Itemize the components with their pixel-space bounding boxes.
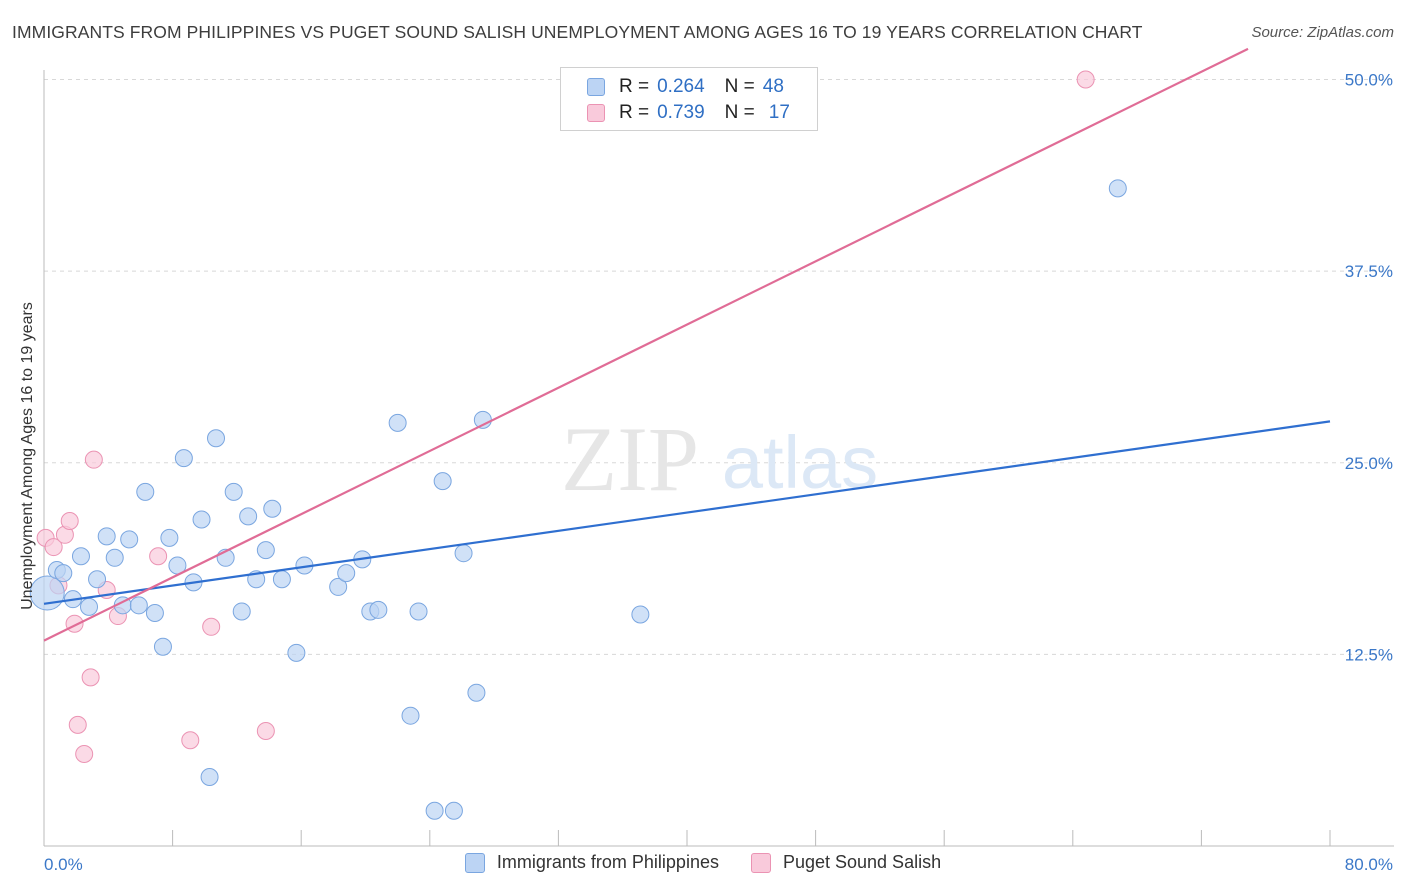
data-point-philippines <box>454 544 473 563</box>
legend-r-label: R = <box>619 76 650 97</box>
legend-label-salish: Puget Sound Salish <box>782 852 942 872</box>
legend-swatch-blue <box>587 78 605 96</box>
data-point-salish <box>44 538 63 557</box>
legend-n-label: N = <box>724 76 755 97</box>
data-point-philippines <box>467 683 486 702</box>
trend-line-philippines <box>43 420 1331 605</box>
data-point-philippines <box>1108 179 1127 198</box>
gridlines <box>44 79 1394 655</box>
data-point-philippines <box>433 472 452 491</box>
legend-r-label: R = <box>619 102 650 123</box>
trend-lines <box>43 47 1331 642</box>
data-point-philippines <box>54 564 73 583</box>
data-point-salish <box>68 715 87 734</box>
data-point-philippines <box>401 706 420 725</box>
data-point-philippines <box>88 570 107 589</box>
data-point-philippines <box>153 637 172 656</box>
data-point-philippines <box>192 510 211 529</box>
data-point-philippines <box>425 801 444 820</box>
correlation-legend: R = 0.264 N = 48 R = 0.739 N = 17 <box>560 67 818 131</box>
data-point-philippines <box>337 564 356 583</box>
data-point-salish <box>1076 70 1095 89</box>
data-point-philippines <box>80 597 99 616</box>
data-point-philippines <box>272 570 291 589</box>
watermark-zip: ZIP <box>561 408 699 510</box>
data-point-philippines <box>263 499 282 518</box>
legend-label-philippines: Immigrants from Philippines <box>496 852 719 872</box>
data-point-philippines <box>369 600 388 619</box>
legend-r-value: 0.264 <box>657 76 705 97</box>
source-label: Source: ZipAtlas.com <box>1251 24 1394 41</box>
legend-n-label: N = <box>724 102 755 123</box>
x-tick-labels: 0.0% 80.0% <box>44 855 1393 874</box>
data-point-philippines <box>120 530 139 549</box>
data-point-salish <box>202 617 221 636</box>
y-axis-label: Unemployment Among Ages 16 to 19 years <box>19 302 36 610</box>
data-point-philippines <box>256 541 275 560</box>
data-point-philippines <box>388 413 407 432</box>
y-tick-label: 50.0% <box>1345 71 1393 90</box>
data-point-philippines <box>444 801 463 820</box>
data-point-salish <box>60 512 79 531</box>
data-point-philippines <box>287 643 306 662</box>
axes <box>43 70 1394 847</box>
legend-n-value: 17 <box>768 102 790 123</box>
y-tick-label: 37.5% <box>1345 262 1393 281</box>
data-point-philippines <box>409 602 428 621</box>
data-point-philippines <box>329 577 348 596</box>
data-point-philippines <box>207 429 226 448</box>
data-point-philippines <box>160 528 179 547</box>
chart-title: IMMIGRANTS FROM PHILIPPINES VS PUGET SOU… <box>12 22 1143 42</box>
data-point-philippines <box>239 507 258 526</box>
legend-n-value: 48 <box>762 76 784 97</box>
data-point-salish <box>81 668 100 687</box>
watermark: ZIP atlas <box>561 408 878 510</box>
data-point-philippines <box>129 596 148 615</box>
data-point-philippines <box>224 482 243 501</box>
data-point-philippines <box>174 449 193 468</box>
legend-swatch-pink <box>750 852 771 873</box>
legend-row-pink: R = 0.739 N = 17 <box>587 101 790 125</box>
y-tick-label: 25.0% <box>1345 454 1393 473</box>
legend-item-philippines: Immigrants from Philippines <box>464 852 719 873</box>
data-point-philippines <box>136 482 155 501</box>
y-tick-label: 12.5% <box>1345 645 1393 664</box>
data-point-philippines <box>232 602 251 621</box>
series-legend: Immigrants from Philippines Puget Sound … <box>0 852 1406 873</box>
data-point-philippines <box>145 603 164 622</box>
legend-row-blue: R = 0.264 N = 48 <box>587 75 784 99</box>
trend-line-salish <box>43 47 1249 642</box>
data-point-philippines <box>105 548 124 567</box>
data-point-philippines <box>97 527 116 546</box>
legend-r-value: 0.739 <box>657 102 705 123</box>
data-point-salish <box>181 731 200 750</box>
data-point-salish <box>149 547 168 566</box>
watermark-atlas: atlas <box>722 421 878 504</box>
legend-swatch-pink <box>587 104 605 122</box>
data-point-philippines <box>71 547 90 566</box>
y-tick-labels: 12.5% 25.0% 37.5% 50.0% <box>1345 71 1393 665</box>
x-tick-label-min: 0.0% <box>44 855 83 874</box>
data-point-salish <box>75 745 94 764</box>
data-point-philippines <box>631 605 650 624</box>
legend-item-salish: Puget Sound Salish <box>750 852 942 873</box>
data-point-salish <box>84 450 103 469</box>
x-tick-label-max: 80.0% <box>1345 855 1393 874</box>
data-point-philippines <box>200 768 219 787</box>
legend-swatch-blue <box>464 852 485 873</box>
data-point-salish <box>256 722 275 741</box>
